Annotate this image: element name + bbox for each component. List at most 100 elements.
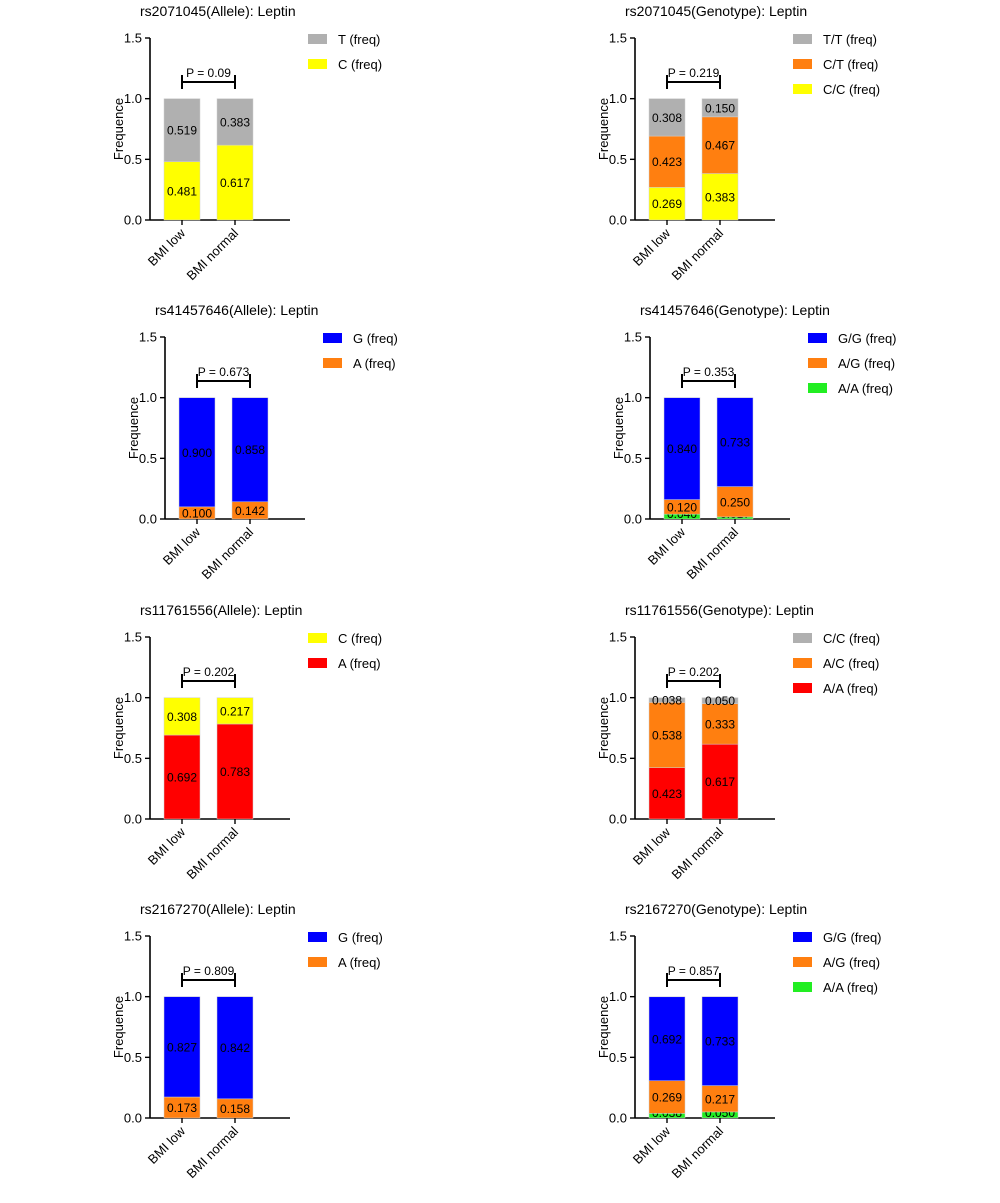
x-category-label: BMI normal [684, 524, 742, 582]
chart-panel-4: rs41457646(Genotype): Leptin Frequence 0.0… [595, 299, 935, 604]
bar-segment [648, 996, 686, 1082]
bar-data-label: 0.827 [167, 1040, 197, 1054]
legend-label: A/C (freq) [823, 656, 879, 671]
bar-data-label: 0.519 [167, 124, 197, 138]
y-tick-label: 0.5 [124, 152, 142, 167]
legend-swatch [308, 633, 327, 643]
bar-segment [216, 697, 254, 725]
bar-segment [216, 98, 254, 146]
legend-swatch [793, 982, 812, 992]
legend-label: C/C (freq) [823, 631, 880, 646]
x-category-label: BMI normal [184, 1123, 242, 1181]
p-value-label: P = 0.809 [183, 964, 235, 978]
bar-segment [648, 702, 686, 768]
chart-panel-6: rs11761556(Genotype): Leptin Frequence 0.0… [580, 599, 920, 904]
y-tick-label: 0.0 [124, 1111, 142, 1126]
legend-label: T (freq) [338, 32, 380, 47]
bar-segment [701, 173, 739, 221]
legend-swatch [308, 957, 327, 967]
y-tick-label: 0.5 [609, 1050, 627, 1065]
y-tick-label: 1.0 [609, 91, 627, 106]
y-tick-label: 1.0 [139, 390, 157, 405]
bar-segment [216, 996, 254, 1100]
chart-panel-3: rs41457646(Allele): Leptin Frequence 0.0 0.… [110, 299, 450, 604]
chart-svg: rs2071045(Allele): Leptin Frequence 0.0 0.5… [111, 3, 382, 283]
y-tick-label: 0.0 [609, 213, 627, 228]
chart-title: rs2071045(Allele): Leptin [140, 3, 296, 19]
y-tick-label: 1.0 [124, 690, 142, 705]
legend-swatch [323, 333, 342, 343]
bar-data-label: 0.423 [652, 787, 682, 801]
bar-segment [701, 1085, 739, 1113]
chart-title: rs2167270(Allele): Leptin [140, 901, 296, 917]
legend-swatch [793, 59, 812, 69]
bar-data-label: 0.840 [667, 442, 697, 456]
legend-label: A/A (freq) [823, 980, 878, 995]
legend-label: C/C (freq) [823, 82, 880, 97]
x-category-label: BMI normal [184, 824, 242, 882]
chart-svg: rs2167270(Allele): Leptin Frequence 0.0 0.5… [111, 901, 383, 1181]
y-tick-label: 1.0 [624, 390, 642, 405]
y-tick-label: 1.5 [139, 330, 157, 345]
bar-segment [231, 397, 269, 503]
p-value-label: P = 0.202 [183, 665, 235, 679]
y-tick-label: 0.5 [124, 751, 142, 766]
bar-data-label: 0.269 [652, 1091, 682, 1105]
y-tick-label: 0.0 [124, 812, 142, 827]
p-value-label: P = 0.673 [198, 365, 250, 379]
bar-data-label: 0.467 [705, 139, 735, 153]
legend-swatch [808, 383, 827, 393]
bar-data-label: 0.050 [705, 694, 735, 708]
y-axis-label: Frequence [111, 996, 126, 1058]
bar-data-label: 0.308 [167, 710, 197, 724]
y-tick-label: 0.5 [124, 1050, 142, 1065]
y-tick-label: 1.0 [124, 91, 142, 106]
y-tick-label: 1.5 [609, 929, 627, 944]
chart-title: rs41457646(Allele): Leptin [155, 302, 318, 318]
bar-segment [163, 734, 201, 820]
x-category-label: BMI normal [669, 225, 727, 283]
legend-swatch [793, 658, 812, 668]
legend-swatch [793, 957, 812, 967]
y-tick-label: 1.5 [609, 630, 627, 645]
chart-panel-7: rs2167270(Allele): Leptin Frequence 0.0 0.5… [95, 898, 435, 1203]
y-tick-label: 1.5 [609, 31, 627, 46]
legend-label: A/A (freq) [838, 381, 893, 396]
bar-data-label: 0.158 [220, 1102, 250, 1116]
bar-segment [716, 397, 754, 487]
x-category-label: BMI low [630, 225, 674, 269]
bar-segment [648, 697, 686, 703]
bar-data-label: 0.250 [720, 495, 750, 509]
bar-segment [648, 187, 686, 221]
legend-swatch [793, 84, 812, 94]
y-tick-label: 1.5 [124, 31, 142, 46]
y-tick-label: 0.0 [124, 213, 142, 228]
x-category-label: BMI low [145, 225, 189, 269]
y-tick-label: 0.5 [139, 451, 157, 466]
legend-swatch [808, 358, 827, 368]
y-axis-label: Frequence [111, 98, 126, 160]
legend-swatch [308, 658, 327, 668]
chart-panel-5: rs11761556(Allele): Leptin Frequence 0.0 0.… [95, 599, 435, 904]
y-tick-label: 1.5 [124, 929, 142, 944]
legend-swatch [308, 34, 327, 44]
bar-data-label: 0.617 [220, 176, 250, 190]
x-category-label: BMI low [145, 824, 189, 868]
y-tick-label: 1.5 [124, 630, 142, 645]
chart-title: rs2167270(Genotype): Leptin [625, 901, 807, 917]
y-axis-label: Frequence [611, 397, 626, 459]
bar-data-label: 0.617 [705, 775, 735, 789]
legend-swatch [308, 59, 327, 69]
legend-label: A (freq) [338, 656, 381, 671]
bar-data-label: 0.383 [705, 190, 735, 204]
chart-title: rs11761556(Genotype): Leptin [625, 602, 814, 618]
bar-segment [648, 135, 686, 188]
bar-data-label: 0.538 [652, 729, 682, 743]
chart-title: rs41457646(Genotype): Leptin [640, 302, 830, 318]
bar-segment [163, 697, 201, 736]
y-axis-label: Frequence [596, 996, 611, 1058]
bar-data-label: 0.900 [182, 446, 212, 460]
bar-data-label: 0.858 [235, 443, 265, 457]
y-tick-label: 0.5 [609, 751, 627, 766]
bar-data-label: 0.173 [167, 1101, 197, 1115]
